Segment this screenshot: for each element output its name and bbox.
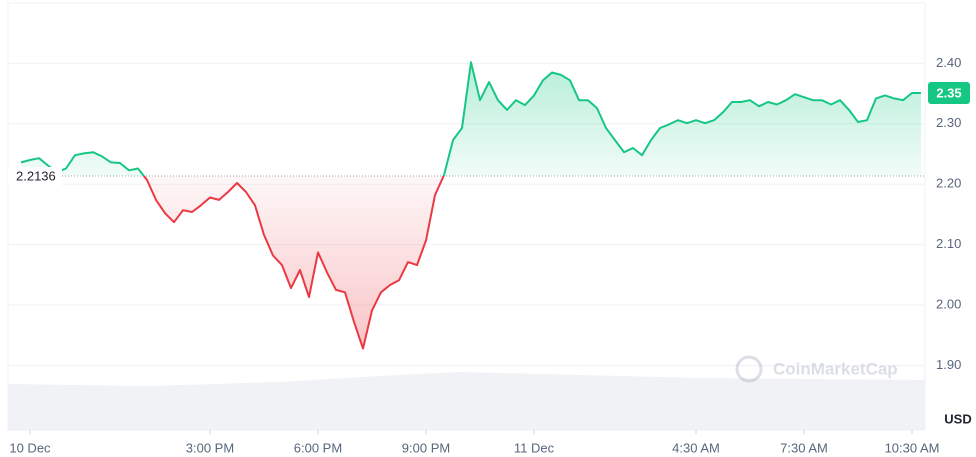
y-tick-label: 2.00 (936, 296, 961, 311)
x-tick-label: 10 Dec (9, 440, 51, 455)
baseline-label: 2.2136 (16, 168, 56, 183)
baseline-label-bg (8, 166, 62, 185)
watermark-text: CoinMarketCap (773, 359, 898, 378)
x-tick-label: 11 Dec (514, 440, 555, 455)
y-tick-label: 2.10 (936, 236, 961, 251)
y-axis-label: USD (944, 411, 971, 426)
y-tick-label: 1.90 (936, 357, 961, 372)
y-tick-label: 2.30 (936, 115, 961, 130)
x-tick-label: 10:30 AM (885, 440, 940, 455)
x-tick-label: 3:00 PM (186, 440, 234, 455)
x-tick-label: 4:30 AM (672, 440, 720, 455)
y-tick-label: 2.20 (936, 176, 961, 191)
area (20, 62, 922, 349)
watermark: CoinMarketCap (735, 355, 898, 383)
x-tick-label: 9:00 PM (402, 440, 450, 455)
price-badge-label: 2.35 (936, 85, 961, 100)
price-badge (928, 81, 970, 104)
price-line (20, 61, 921, 350)
y-tick-label: 2.40 (936, 55, 961, 70)
volume-area (8, 372, 925, 430)
x-tick-label: 7:30 AM (780, 440, 828, 455)
x-tick-label: 6:00 PM (294, 440, 342, 455)
